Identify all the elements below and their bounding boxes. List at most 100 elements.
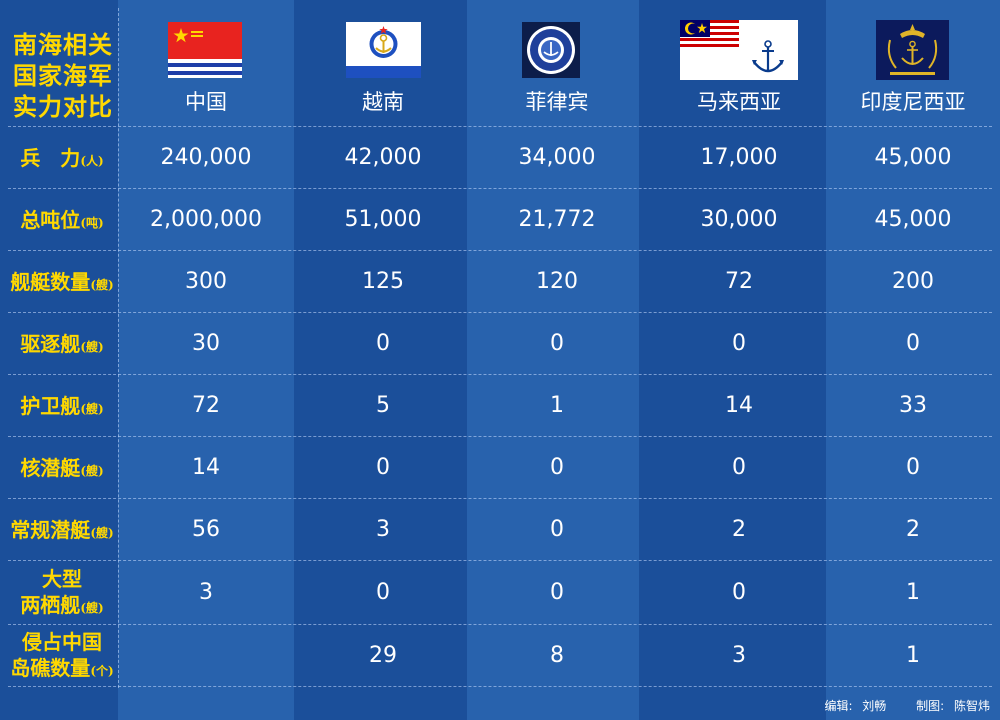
table-cell: 8 xyxy=(550,642,564,668)
philippine-navy-seal-icon xyxy=(522,22,580,78)
table-cell: 3 xyxy=(732,642,746,668)
row-label-unit: (吨) xyxy=(80,215,104,230)
table-cell: 3 xyxy=(376,516,390,542)
row-label-text: 大型 xyxy=(42,566,82,591)
table-cell: 21,772 xyxy=(518,206,596,232)
row-label-unit: (人) xyxy=(80,153,104,168)
grid-line xyxy=(8,624,992,625)
table-cell: 1 xyxy=(906,642,920,668)
row-label-text: 驱逐舰 xyxy=(20,331,81,356)
row-label-vessels: 舰艇数量(艘) xyxy=(6,254,118,312)
table-cell: 0 xyxy=(906,454,920,480)
row-label-text: 岛礁数量 xyxy=(10,655,91,680)
row-label-text: 两栖舰 xyxy=(20,592,81,617)
table-cell: 120 xyxy=(536,268,578,294)
grid-line xyxy=(8,560,992,561)
table-cell: 3 xyxy=(199,579,213,605)
table-cell: 0 xyxy=(906,330,920,356)
row-label-unit: (艘) xyxy=(80,463,104,478)
table-cell: 240,000 xyxy=(160,144,252,170)
grid-line xyxy=(8,498,992,499)
table-cell: 0 xyxy=(376,579,390,605)
table-cell: 30 xyxy=(192,330,220,356)
country-name-vietnam: 越南 xyxy=(362,90,404,114)
row-label-text: 总吨位 xyxy=(20,207,81,232)
grid-line xyxy=(8,250,992,251)
table-cell: 14 xyxy=(192,454,220,480)
row-label-unit: (艘) xyxy=(90,525,114,540)
row-label-personnel: 兵 力(人) xyxy=(6,130,118,188)
row-label-unit: (艘) xyxy=(80,401,104,416)
row-label-unit: (艘) xyxy=(80,339,104,354)
editor-credit: 编辑: 刘畅 xyxy=(824,699,887,713)
grid-line xyxy=(118,8,119,688)
row-label-unit: (个) xyxy=(90,663,114,678)
row-label-text: 常规潜艇 xyxy=(10,517,91,542)
china-navy-flag-icon xyxy=(168,22,242,78)
table-cell: 1 xyxy=(906,579,920,605)
table-cell: 17,000 xyxy=(700,144,778,170)
table-cell: 33 xyxy=(899,392,927,418)
row-label-text: 侵占中国 xyxy=(22,629,102,654)
column-stripe xyxy=(826,0,1000,720)
grid-line xyxy=(8,436,992,437)
table-cell: 0 xyxy=(732,454,746,480)
table-cell: 0 xyxy=(376,454,390,480)
table-cell: 14 xyxy=(725,392,753,418)
country-name-malaysia: 马来西亚 xyxy=(697,90,781,114)
table-cell: 5 xyxy=(376,392,390,418)
row-label-unit: (艘) xyxy=(90,277,114,292)
designer-credit: 制图: 陈智炜 xyxy=(916,699,990,713)
title-line: 实力对比 xyxy=(13,93,113,121)
table-cell: 45,000 xyxy=(874,206,952,232)
country-name-indonesia: 印度尼西亚 xyxy=(860,90,966,114)
vietnam-navy-flag-icon xyxy=(346,22,421,78)
title-line: 国家海军 xyxy=(13,62,113,90)
table-cell: 300 xyxy=(185,268,227,294)
table-cell: 29 xyxy=(369,642,397,668)
row-label-destroyers: 驱逐舰(艘) xyxy=(6,316,118,374)
row-label-nuclear-submarines: 核潜艇(艘) xyxy=(6,440,118,498)
table-cell: 2 xyxy=(906,516,920,542)
table-title: 南海相关 国家海军 实力对比 xyxy=(8,30,118,123)
row-label-text: 护卫舰 xyxy=(20,393,81,418)
column-stripe xyxy=(467,0,639,720)
grid-line xyxy=(8,126,992,127)
grid-line xyxy=(8,374,992,375)
grid-line xyxy=(8,312,992,313)
table-cell: 30,000 xyxy=(700,206,778,232)
row-label-text: 核潜艇 xyxy=(20,455,81,480)
table-cell: 56 xyxy=(192,516,220,542)
row-label-conventional-submarines: 常规潜艇(艘) xyxy=(6,502,118,560)
table-cell: 0 xyxy=(376,330,390,356)
table-cell: 0 xyxy=(732,330,746,356)
table-cell: 0 xyxy=(550,454,564,480)
table-cell: 1 xyxy=(550,392,564,418)
table-cell: 34,000 xyxy=(518,144,596,170)
malaysia-navy-flag-icon xyxy=(680,20,798,80)
grid-line xyxy=(8,686,992,687)
table-cell: 45,000 xyxy=(874,144,952,170)
table-cell: 0 xyxy=(550,579,564,605)
row-label-text: 兵 力 xyxy=(20,145,81,170)
table-cell: 72 xyxy=(725,268,753,294)
table-cell: 0 xyxy=(550,516,564,542)
table-cell: 42,000 xyxy=(344,144,422,170)
table-cell: 2 xyxy=(732,516,746,542)
row-label-amphibious-ships: 大型 两栖舰(艘) xyxy=(6,562,118,624)
table-cell: 72 xyxy=(192,392,220,418)
table-cell: 200 xyxy=(892,268,934,294)
table-cell: 125 xyxy=(362,268,404,294)
row-label-occupied-islands: 侵占中国 岛礁数量(个) xyxy=(6,626,118,686)
table-cell xyxy=(121,626,291,684)
title-line: 南海相关 xyxy=(13,31,113,59)
table-cell: 0 xyxy=(732,579,746,605)
table-cell: 2,000,000 xyxy=(150,206,262,232)
grid-line xyxy=(8,188,992,189)
row-label-frigates: 护卫舰(艘) xyxy=(6,378,118,436)
table-cell: 0 xyxy=(550,330,564,356)
credits: 编辑: 刘畅 制图: 陈智炜 xyxy=(804,697,990,714)
indonesia-navy-flag-icon xyxy=(876,20,949,80)
column-stripe xyxy=(118,0,294,720)
